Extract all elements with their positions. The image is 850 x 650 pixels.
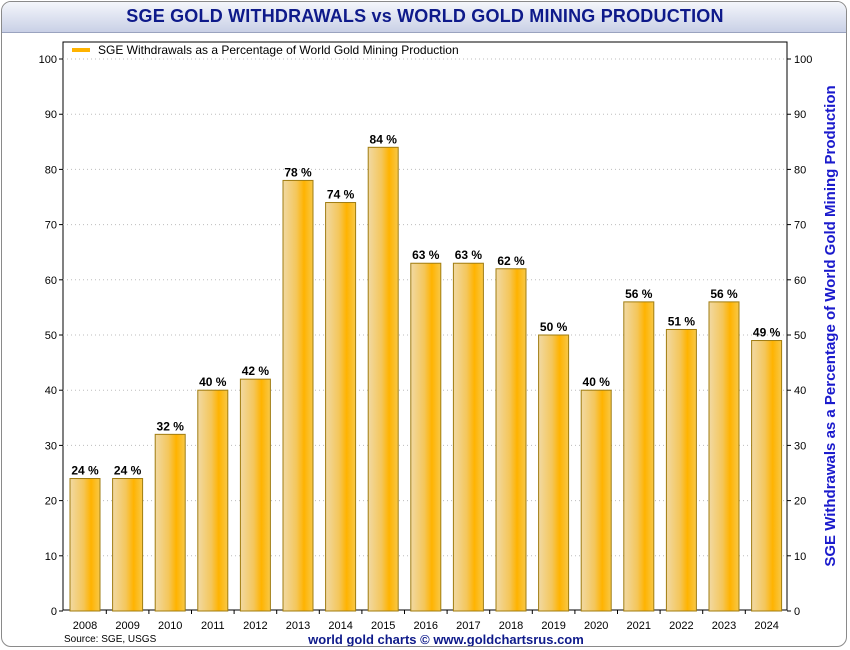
bar-2017 [452, 262, 484, 612]
left-tick-label: 30 [45, 440, 57, 452]
x-tick-label-2017: 2017 [456, 620, 480, 632]
right-tick-label: 50 [794, 330, 806, 342]
x-tick-label-2010: 2010 [158, 620, 182, 632]
bar-label-2009: 24 % [114, 464, 142, 478]
left-tick-label: 90 [45, 109, 57, 121]
right-tick-label: 60 [794, 275, 806, 287]
legend-swatch [72, 48, 90, 52]
left-tick-label: 70 [45, 220, 57, 232]
bar-2015 [367, 146, 399, 612]
bar-2020 [580, 389, 612, 612]
right-y-axis: 0 10 20 30 40 50 60 70 80 90 100 [787, 54, 812, 618]
bar-2011 [197, 389, 229, 612]
bar-2018 [495, 268, 527, 612]
bar-label-2010: 32 % [157, 419, 185, 433]
left-tick-label: 20 [45, 496, 57, 508]
bar-2013 [282, 179, 314, 612]
right-axis-label: SGE Withdrawals as a Percentage of World… [822, 85, 839, 566]
left-tick-label: 100 [39, 54, 57, 66]
x-tick-label-2020: 2020 [584, 620, 608, 632]
x-tick-label-2014: 2014 [328, 620, 352, 632]
bar-2009 [112, 478, 144, 612]
right-tick-label: 80 [794, 164, 806, 176]
x-tick-label-2016: 2016 [414, 620, 438, 632]
right-tick-label: 30 [794, 440, 806, 452]
credit-note: world gold charts © www.goldchartsrus.co… [307, 632, 584, 647]
x-tick-label-2019: 2019 [541, 620, 565, 632]
left-tick-label: 50 [45, 330, 57, 342]
right-tick-label: 70 [794, 220, 806, 232]
right-tick-label: 0 [794, 606, 800, 618]
x-tick-label-2011: 2011 [201, 620, 225, 632]
x-tick-label-2022: 2022 [669, 620, 693, 632]
bar-label-2011: 40 % [199, 375, 227, 389]
chart-title: SGE GOLD WITHDRAWALS vs WORLD GOLD MININ… [126, 6, 724, 26]
bar-label-2016: 63 % [412, 248, 440, 262]
right-tick-label: 90 [794, 109, 806, 121]
bars [69, 146, 783, 612]
bar-label-2013: 78 % [284, 165, 312, 179]
bar-2019 [538, 334, 570, 612]
bar-label-2018: 62 % [497, 254, 525, 268]
bar-label-2014: 74 % [327, 188, 355, 202]
bar-label-2020: 40 % [583, 375, 611, 389]
bar-label-2012: 42 % [242, 364, 270, 378]
bar-label-2021: 56 % [625, 287, 653, 301]
legend: SGE Withdrawals as a Percentage of World… [72, 43, 459, 57]
bar-label-2017: 63 % [455, 248, 483, 262]
bar-2014 [325, 202, 357, 612]
bar-label-2024: 49 % [753, 326, 781, 340]
right-tick-label: 20 [794, 496, 806, 508]
left-tick-label: 40 [45, 385, 57, 397]
title-bar: SGE GOLD WITHDRAWALS vs WORLD GOLD MININ… [2, 2, 846, 33]
x-tick-label-2012: 2012 [243, 620, 267, 632]
left-tick-label: 60 [45, 275, 57, 287]
bar-2022 [665, 328, 697, 612]
bar-2024 [751, 340, 783, 612]
left-tick-label: 80 [45, 164, 57, 176]
x-axis: 2008 2009 2010 2011 2012 2013 2014 2015 2016 2017… [73, 610, 779, 632]
right-tick-label: 40 [794, 385, 806, 397]
x-tick-label-2023: 2023 [712, 620, 736, 632]
x-tick-label-2009: 2009 [115, 620, 139, 632]
bar-2010 [154, 433, 186, 612]
legend-label: SGE Withdrawals as a Percentage of World… [98, 43, 459, 57]
bar-2012 [239, 378, 271, 612]
bar-label-2015: 84 % [370, 132, 398, 146]
bar-2021 [623, 301, 655, 612]
x-tick-label-2008: 2008 [73, 620, 97, 632]
left-y-axis: 0 10 20 30 40 50 60 70 80 90 100 [39, 54, 63, 618]
x-tick-label-2013: 2013 [286, 620, 310, 632]
bar-label-2022: 51 % [668, 314, 696, 328]
bar-data-labels: 24 % 24 % 32 % 40 % 42 % 78 % 74 % 84 % 63 % 63 %… [71, 132, 780, 477]
x-tick-label-2024: 2024 [754, 620, 778, 632]
bar-label-2023: 56 % [710, 287, 738, 301]
bar-label-2008: 24 % [71, 464, 99, 478]
x-tick-label-2018: 2018 [499, 620, 523, 632]
left-tick-label: 10 [45, 551, 57, 563]
bar-label-2019: 50 % [540, 320, 568, 334]
bar-2008 [69, 478, 101, 612]
right-tick-label: 10 [794, 551, 806, 563]
bar-2016 [410, 262, 442, 612]
right-tick-label: 100 [794, 54, 812, 66]
bar-2023 [708, 301, 740, 612]
source-note: Source: SGE, USGS [64, 634, 157, 645]
x-tick-label-2015: 2015 [371, 620, 395, 632]
x-tick-label-2021: 2021 [627, 620, 651, 632]
left-tick-label: 0 [51, 606, 57, 618]
